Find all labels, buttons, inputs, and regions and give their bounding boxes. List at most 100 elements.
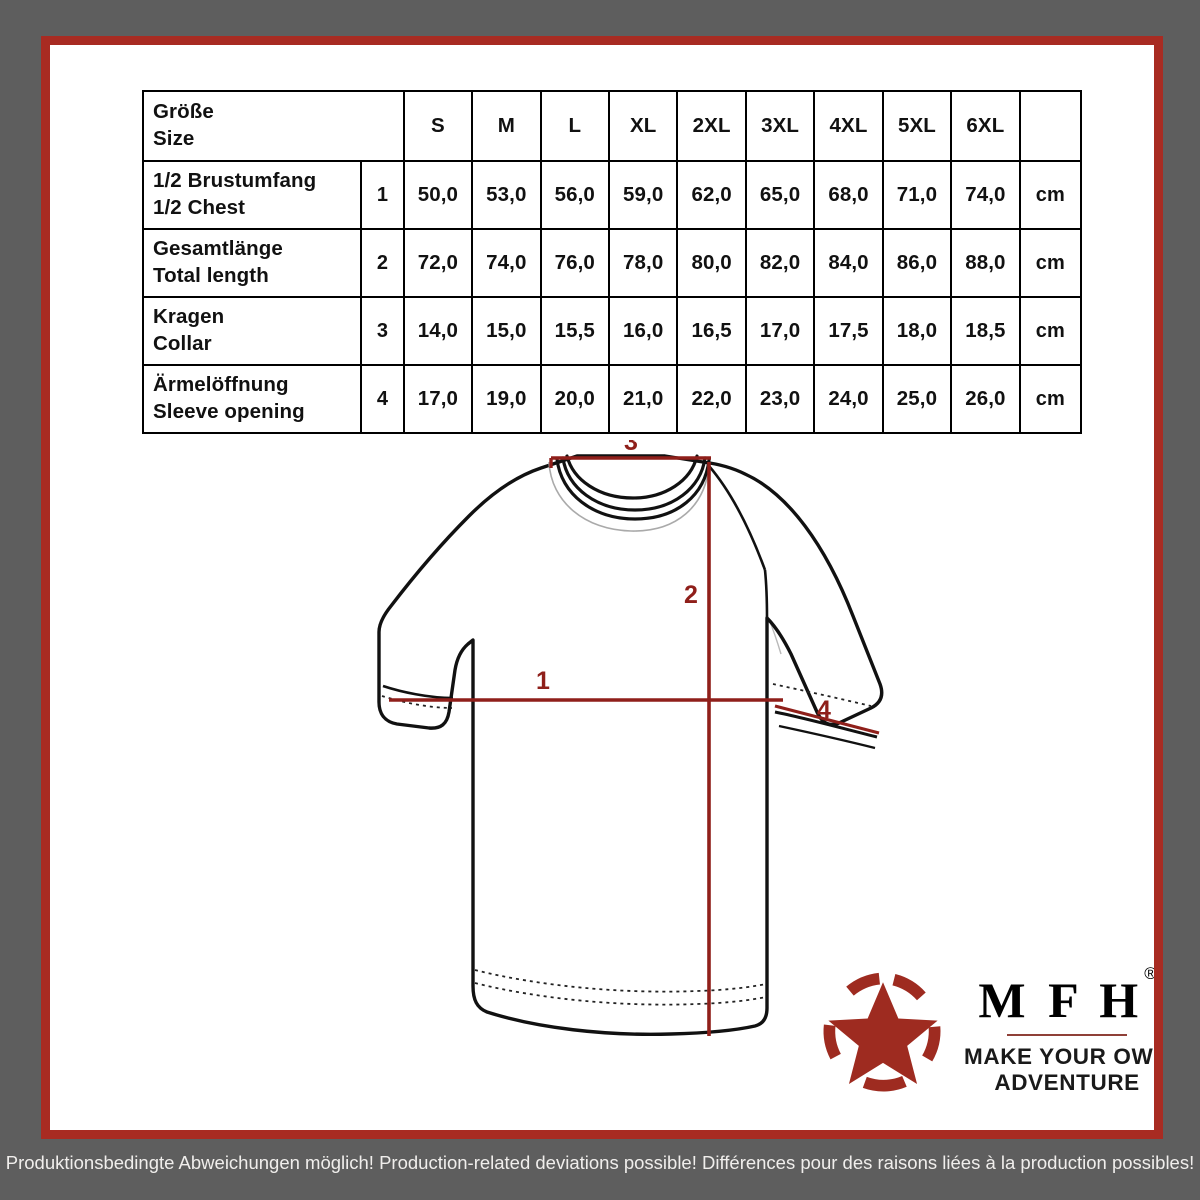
white-canvas: Größe Size S M L XL 2XL 3XL 4XL 5XL 6XL (50, 45, 1154, 1130)
row-index-chest: 1 (360, 160, 405, 230)
cell-chest-l: 56,0 (539, 160, 610, 230)
table-row: Kragen Collar 3 14,0 15,0 15,5 16,0 16,5… (141, 296, 1083, 366)
collar-band-2 (555, 457, 711, 521)
cell-sleeve-3xl: 23,0 (744, 364, 816, 434)
cell-chest-2xl: 62,0 (676, 160, 747, 230)
tshirt-illustration: 3 2 1 4 (377, 440, 884, 1036)
sleeve-seam-right (763, 569, 769, 619)
table-row: Ärmelöffnung Sleeve opening 4 17,0 19,0 … (141, 364, 1083, 434)
tshirt-diagram: 3 2 1 4 (305, 440, 925, 1100)
row-label-chest-en: 1/2 Chest (153, 196, 246, 219)
row-label-collar-de: Kragen (153, 305, 225, 329)
shirt-body-outline (377, 454, 884, 1036)
row-index-length: 2 (360, 228, 405, 298)
header-size-en: Size (153, 127, 195, 150)
registered-mark-icon: ® (1144, 964, 1154, 984)
cell-chest-4xl: 68,0 (813, 160, 884, 230)
marker-sleeve-line (774, 704, 880, 735)
table-row: 1/2 Brustumfang 1/2 Chest 1 50,0 53,0 56… (141, 160, 1083, 230)
cell-length-6xl: 88,0 (950, 228, 1021, 298)
footer-notice: Produktionsbedingte Abweichungen möglich… (5, 1152, 1195, 1173)
row-label-chest: 1/2 Brustumfang 1/2 Chest (141, 160, 363, 230)
header-unit-blank (1018, 90, 1083, 162)
cell-length-l: 76,0 (539, 228, 610, 298)
row-label-sleeve-en: Sleeve opening (153, 400, 305, 423)
header-size-3xl: 3XL (744, 90, 816, 162)
broken-ring-icon (823, 972, 941, 1092)
header-size-2xl: 2XL (676, 90, 747, 162)
cell-sleeve-5xl: 25,0 (881, 364, 953, 434)
cell-sleeve-6xl: 26,0 (950, 364, 1021, 434)
cell-collar-2xl: 16,5 (676, 296, 747, 366)
tagline-line-1: MAKE YOUR OWN (964, 1043, 1154, 1069)
collar-band-1 (561, 456, 707, 512)
cell-sleeve-m: 19,0 (471, 364, 542, 434)
cell-collar-6xl: 18,5 (950, 296, 1021, 366)
cell-chest-s: 50,0 (402, 160, 474, 230)
mfh-brand-name: M F H® (978, 965, 1154, 1028)
tagline-line-2: ADVENTURE (994, 1069, 1140, 1095)
mfh-letters: M F H (978, 971, 1144, 1028)
cell-length-m: 74,0 (471, 228, 542, 298)
collar-band-3 (565, 454, 699, 500)
star-icon (823, 972, 941, 1092)
logo-divider (1007, 1033, 1128, 1036)
table-row: Gesamtlänge Total length 2 72,0 74,0 76,… (141, 228, 1083, 298)
header-size-de: Größe (153, 100, 214, 124)
cell-length-s: 72,0 (402, 228, 474, 298)
cell-collar-xl: 16,0 (607, 296, 679, 366)
cell-length-xl: 78,0 (607, 228, 679, 298)
table-header-row: Größe Size S M L XL 2XL 3XL 4XL 5XL 6XL (142, 90, 1083, 162)
cell-sleeve-s: 17,0 (402, 364, 474, 434)
row-label-length-de: Gesamtlänge (153, 237, 283, 261)
cell-length-4xl: 84,0 (813, 228, 884, 298)
row-unit-length: cm (1018, 228, 1083, 298)
cell-sleeve-2xl: 22,0 (676, 364, 747, 434)
row-label-sleeve: Ärmelöffnung Sleeve opening (141, 364, 363, 434)
size-table: Größe Size S M L XL 2XL 3XL 4XL 5XL 6XL (141, 90, 1083, 434)
cell-collar-4xl: 17,5 (813, 296, 884, 366)
star-shape (828, 982, 938, 1084)
cell-collar-m: 15,0 (471, 296, 542, 366)
marker-collar-line (549, 456, 711, 468)
row-unit-collar: cm (1018, 296, 1083, 366)
header-size-4xl: 4XL (813, 90, 884, 162)
cell-chest-m: 53,0 (471, 160, 542, 230)
row-index-collar: 3 (360, 296, 405, 366)
red-frame-border: Größe Size S M L XL 2XL 3XL 4XL 5XL 6XL (41, 36, 1163, 1139)
cell-sleeve-4xl: 24,0 (813, 364, 884, 434)
row-unit-chest: cm (1018, 160, 1083, 230)
mfh-wordmark: M F H® MAKE YOUR OWN ADVENTURE (964, 965, 1154, 1095)
cell-collar-s: 14,0 (402, 296, 474, 366)
row-label-chest-de: 1/2 Brustumfang (153, 169, 317, 193)
cell-chest-5xl: 71,0 (881, 160, 953, 230)
header-size-6xl: 6XL (950, 90, 1021, 162)
row-index-sleeve: 4 (360, 364, 405, 434)
cell-length-3xl: 82,0 (744, 228, 816, 298)
cuff-right (772, 683, 878, 750)
cell-length-5xl: 86,0 (881, 228, 953, 298)
header-size-m: M (471, 90, 542, 162)
marker-label-sleeve: 4 (817, 696, 831, 724)
cell-chest-3xl: 65,0 (744, 160, 816, 230)
marker-label-collar: 3 (624, 440, 638, 456)
cell-length-2xl: 80,0 (676, 228, 747, 298)
cell-collar-5xl: 18,0 (881, 296, 953, 366)
row-label-length: Gesamtlänge Total length (141, 228, 363, 298)
row-label-sleeve-de: Ärmelöffnung (153, 373, 289, 397)
cell-chest-6xl: 74,0 (950, 160, 1021, 230)
row-label-collar: Kragen Collar (141, 296, 363, 366)
header-size-l: L (539, 90, 610, 162)
marker-label-chest: 1 (536, 667, 550, 695)
row-unit-sleeve: cm (1018, 364, 1083, 434)
cuff-left (381, 684, 454, 709)
row-label-collar-en: Collar (153, 332, 212, 355)
header-size-xl: XL (607, 90, 679, 162)
row-label-length-en: Total length (153, 264, 269, 287)
cell-sleeve-l: 20,0 (539, 364, 610, 434)
cell-collar-l: 15,5 (539, 296, 610, 366)
cell-chest-xl: 59,0 (607, 160, 679, 230)
cell-collar-3xl: 17,0 (744, 296, 816, 366)
header-size-5xl: 5XL (881, 90, 953, 162)
